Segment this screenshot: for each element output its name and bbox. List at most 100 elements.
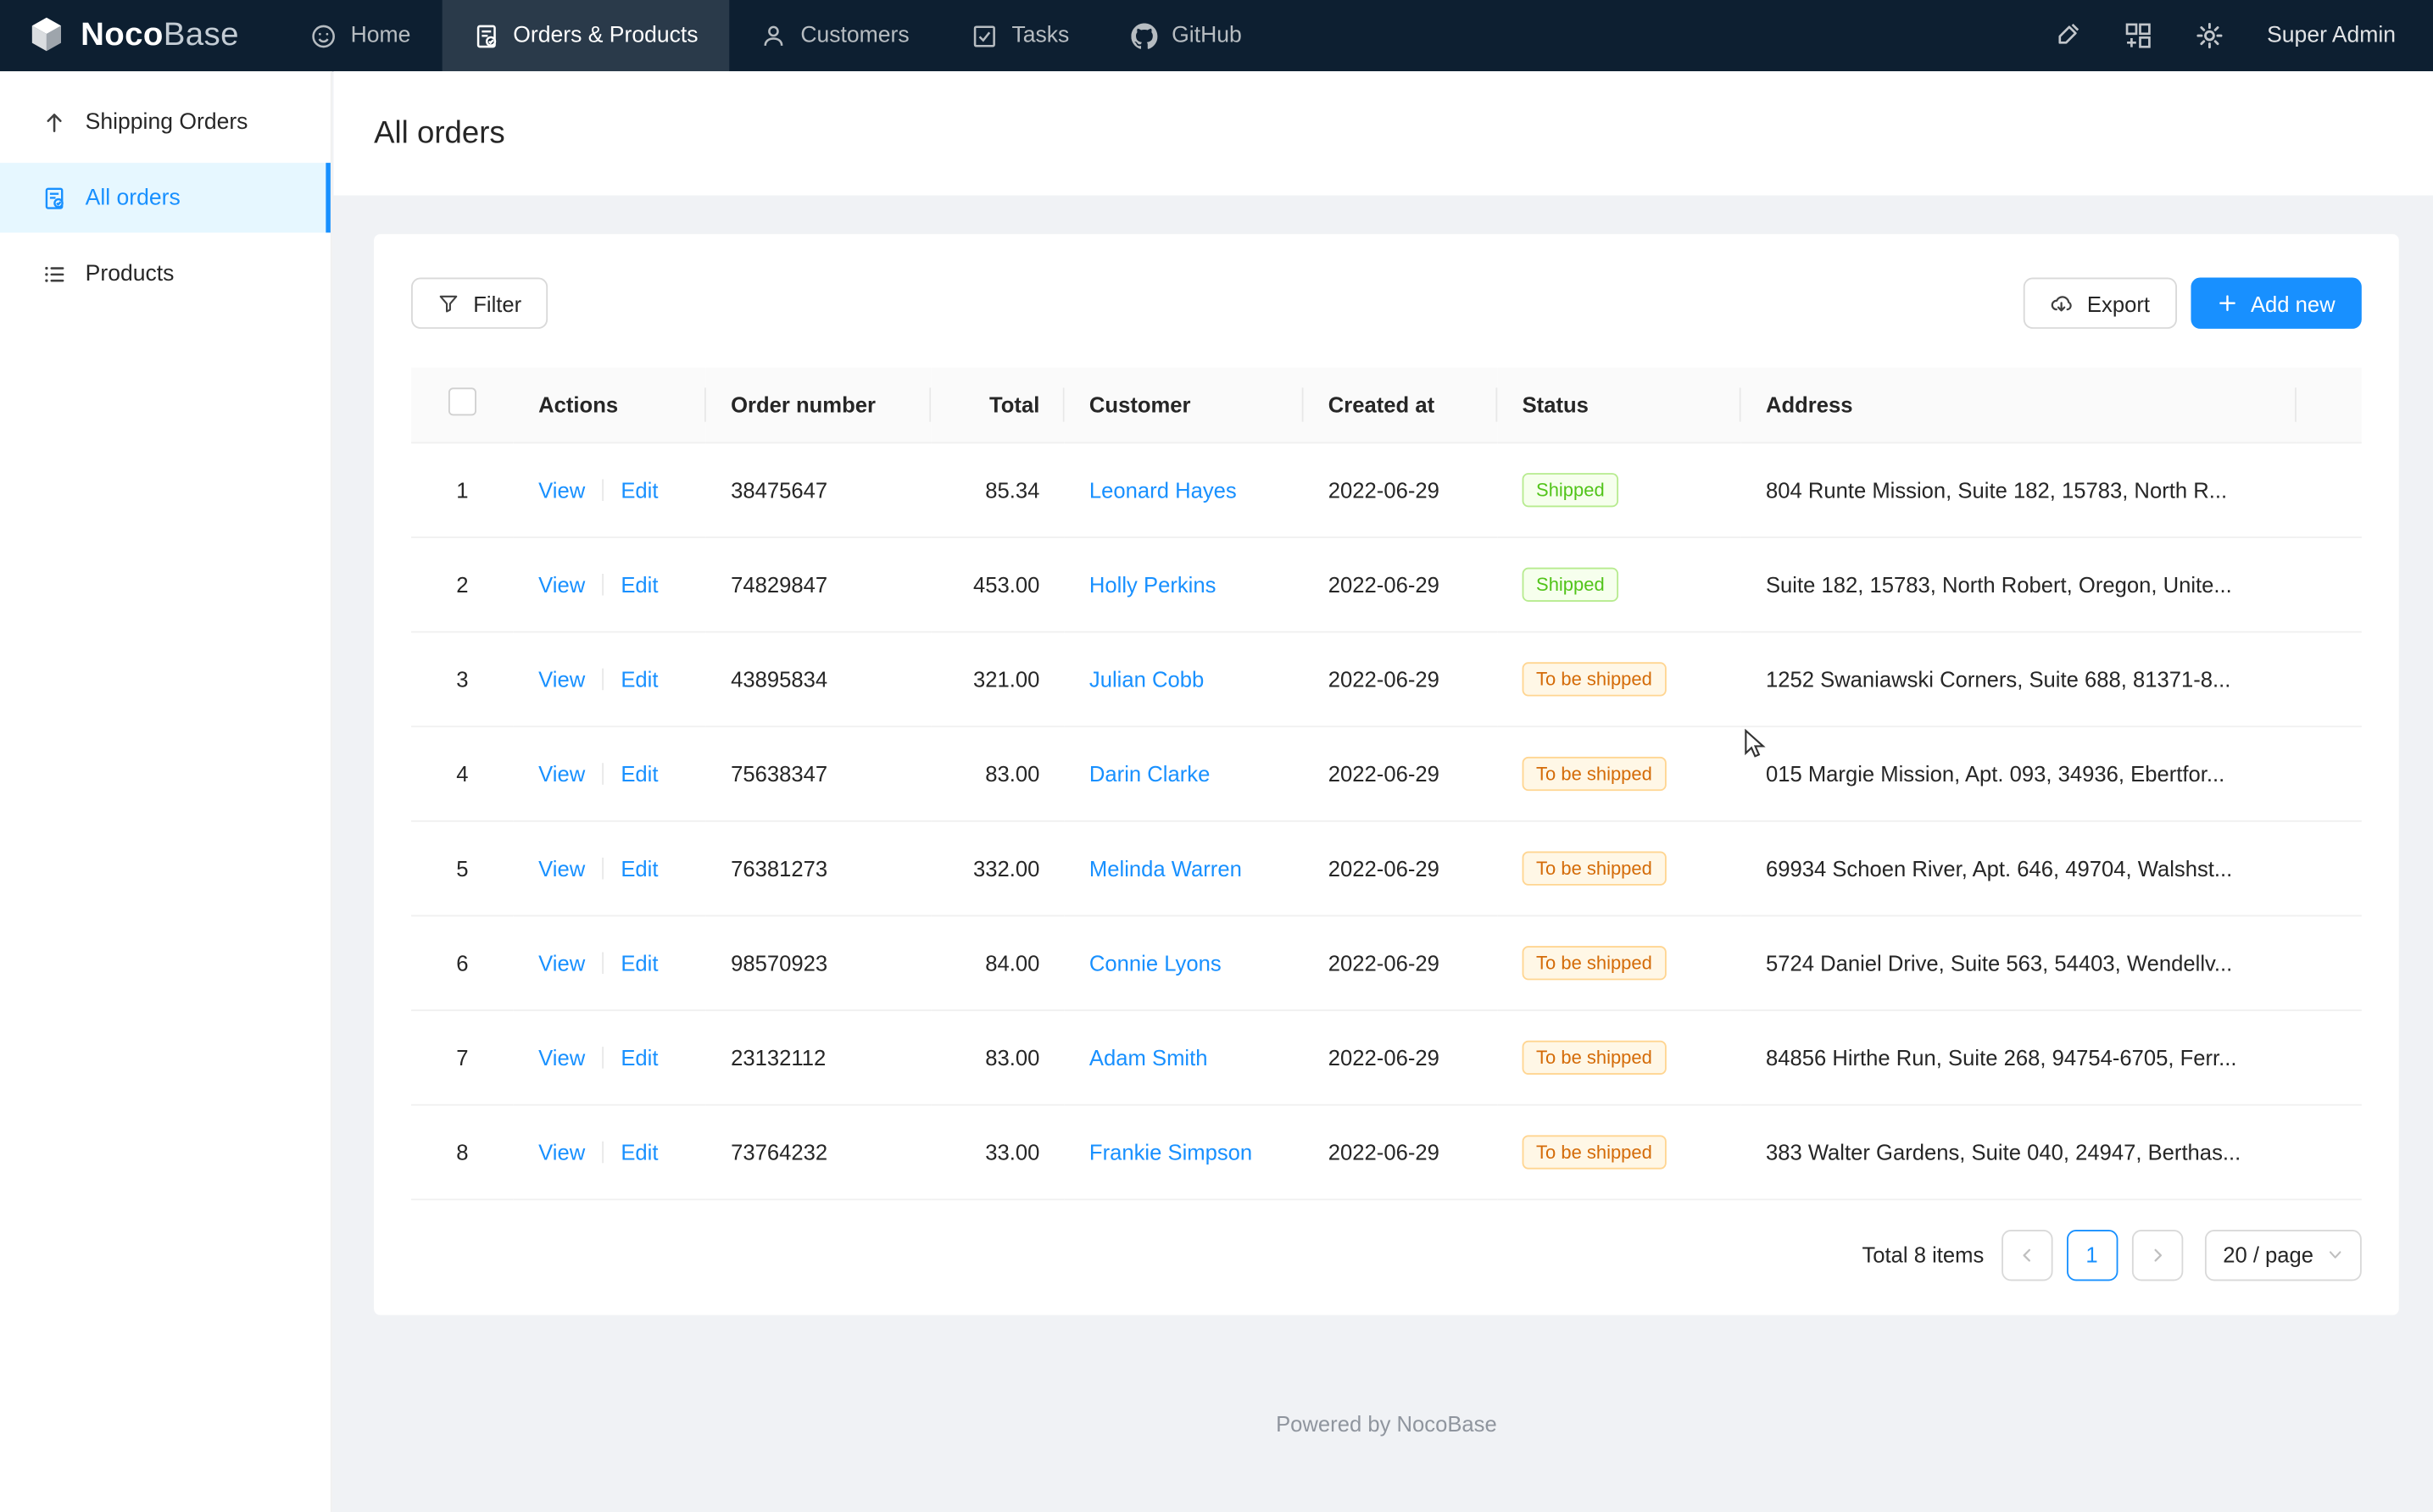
cell-spacer [2296,1009,2362,1105]
view-link[interactable]: View [538,1138,586,1165]
cell-address: 84856 Hirthe Run, Suite 268, 94754-6705,… [1740,1009,2297,1105]
view-link[interactable]: View [538,476,586,502]
actions-divider [602,1140,604,1163]
tab-orders-products[interactable]: Orders & Products [442,0,730,72]
column-header-status: Status [1497,367,1741,443]
highlighter-icon[interactable] [2053,22,2081,50]
list-icon [42,261,66,286]
cell-spacer [2296,725,2362,821]
orders-table: Actions Order number Total Customer Crea… [411,367,2362,1200]
pagination-prev-button[interactable] [2001,1229,2052,1281]
cell-spacer [2296,1103,2362,1200]
edit-link[interactable]: Edit [621,665,659,692]
view-link[interactable]: View [538,855,586,881]
cell-customer: Leonard Hayes [1064,442,1304,538]
table-row: 5 View Edit 76381273 332.00 Melinda Warre… [411,820,2362,916]
actions-divider [602,951,604,974]
page-title: All orders [374,115,505,150]
view-link[interactable]: View [538,665,586,692]
cell-order-number: 75638347 [705,725,932,821]
customer-link[interactable]: Leonard Hayes [1088,476,1237,502]
cell-created-at: 2022-06-29 [1303,914,1498,1011]
edit-link[interactable]: Edit [621,1044,659,1070]
tab-label: Home [350,23,411,48]
edit-link[interactable]: Edit [621,760,659,786]
cell-order-number: 98570923 [705,914,932,1011]
customer-link[interactable]: Connie Lyons [1088,949,1222,975]
tab-github[interactable]: GitHub [1100,0,1272,71]
cell-created-at: 2022-06-29 [1303,820,1498,916]
row-index: 2 [411,536,514,632]
cell-spacer [2296,914,2362,1011]
row-index: 3 [411,631,514,727]
view-link[interactable]: View [538,949,586,975]
pagination-page-1[interactable]: 1 [2066,1229,2118,1281]
cell-actions: View Edit [513,914,706,1011]
sidebar-item-shipping-orders[interactable]: Shipping Orders [0,86,331,156]
cell-actions: View Edit [513,442,706,538]
nocobase-cube-icon [25,14,68,57]
edit-link[interactable]: Edit [621,1138,659,1165]
cell-total: 453.00 [931,536,1065,632]
cell-status: To be shipped [1497,914,1741,1011]
cell-created-at: 2022-06-29 [1303,725,1498,821]
edit-link[interactable]: Edit [621,476,659,502]
column-header-spacer [2296,367,2362,443]
gear-icon[interactable] [2196,22,2224,50]
tab-customers[interactable]: Customers [729,0,940,71]
cell-address: 1252 Swaniawski Corners, Suite 688, 8137… [1740,631,2297,727]
pagination: Total 8 items 1 20 / page [411,1229,2362,1281]
page-size-select[interactable]: 20 / page [2204,1229,2362,1281]
customer-link[interactable]: Melinda Warren [1088,855,1242,881]
cell-created-at: 2022-06-29 [1303,631,1498,727]
column-header-actions: Actions [513,367,706,443]
filter-button[interactable]: Filter [411,277,548,329]
tab-tasks[interactable]: Tasks [940,0,1100,71]
cell-status: To be shipped [1497,1009,1741,1105]
cell-spacer [2296,442,2362,538]
customer-link[interactable]: Julian Cobb [1088,665,1205,692]
arrow-up-icon [42,109,66,134]
view-link[interactable]: View [538,760,586,786]
row-index: 7 [411,1009,514,1105]
cell-actions: View Edit [513,725,706,821]
sidebar-item-products[interactable]: Products [0,239,331,309]
pagination-next-button[interactable] [2131,1229,2183,1281]
github-icon [1131,22,1158,49]
cell-customer: Adam Smith [1064,1009,1304,1105]
user-menu[interactable]: Super Admin [2267,23,2397,48]
cell-total: 321.00 [931,631,1065,727]
main-menu: Home Orders & Products [279,0,1272,72]
row-index: 8 [411,1103,514,1200]
blocks-add-icon[interactable] [2124,22,2152,50]
select-all-checkbox[interactable] [448,387,476,416]
table-row: 1 View Edit 38475647 85.34 Leonard Hayes … [411,442,2362,538]
add-new-button[interactable]: Add new [2190,277,2362,329]
sidebar-item-all-orders[interactable]: All orders [0,163,331,233]
cloud-download-icon [2050,292,2073,314]
footer-text: Powered by NocoBase [1276,1410,1497,1436]
main-area: All orders Filter [333,71,2433,1512]
edit-link[interactable]: Edit [621,855,659,881]
nocobase-logo[interactable]: NocoBase [0,0,260,71]
cell-address: 015 Margie Mission, Apt. 093, 34936, Ebe… [1740,725,2297,821]
row-index: 5 [411,820,514,916]
customer-link[interactable]: Adam Smith [1088,1044,1208,1070]
view-link[interactable]: View [538,571,586,597]
customer-link[interactable]: Holly Perkins [1088,571,1216,597]
edit-link[interactable]: Edit [621,949,659,975]
customer-link[interactable]: Frankie Simpson [1088,1138,1253,1165]
status-badge: To be shipped [1522,755,1667,791]
status-badge: To be shipped [1522,945,1667,980]
customer-link[interactable]: Darin Clarke [1088,760,1211,786]
row-index: 1 [411,442,514,538]
pagination-total: Total 8 items [1862,1242,1985,1267]
tab-home[interactable]: Home [279,0,442,71]
cell-customer: Connie Lyons [1064,914,1304,1011]
status-badge: Shipped [1522,472,1619,507]
cell-status: To be shipped [1497,725,1741,821]
cell-status: Shipped [1497,442,1741,538]
edit-link[interactable]: Edit [621,571,659,597]
view-link[interactable]: View [538,1044,586,1070]
export-button[interactable]: Export [2023,277,2177,329]
